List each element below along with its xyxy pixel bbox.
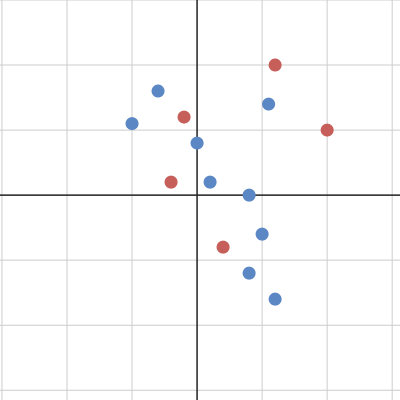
point [164, 175, 178, 189]
point [262, 97, 276, 111]
point [203, 175, 217, 189]
point [216, 240, 230, 254]
point [242, 188, 256, 202]
point [255, 227, 269, 241]
point [268, 292, 282, 306]
point [151, 84, 165, 98]
point [242, 266, 256, 280]
point [125, 117, 139, 131]
point [268, 58, 282, 72]
point [320, 123, 334, 137]
point [177, 110, 191, 124]
point [190, 136, 204, 150]
